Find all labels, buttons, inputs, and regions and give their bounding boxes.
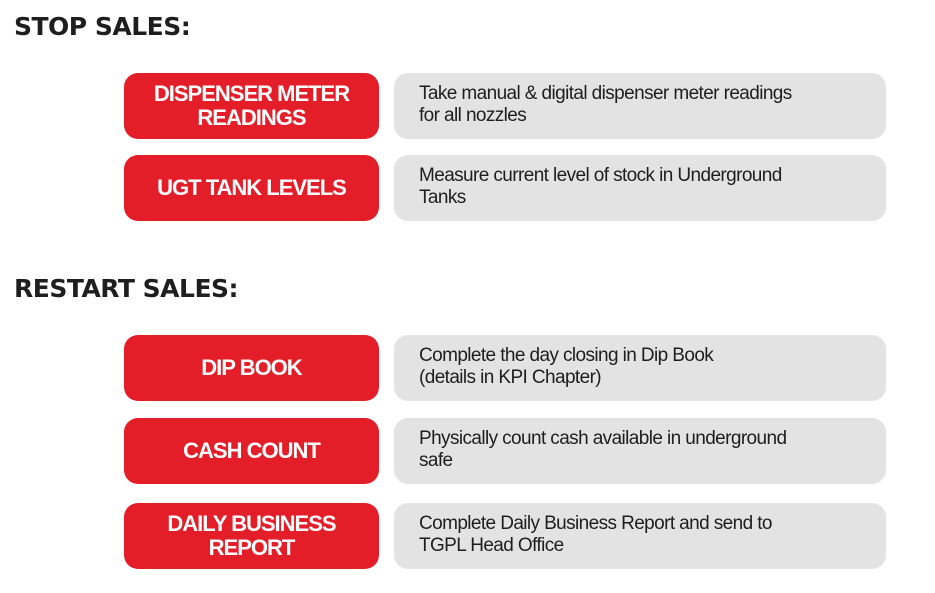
step-description: Complete Daily Business Report and send …	[394, 503, 886, 569]
step-description: Measure current level of stock in Underg…	[394, 155, 886, 221]
step-dispenser-meter-readings: DISPENSER METER READINGS Take manual & d…	[124, 73, 886, 139]
restart-sales-heading: RESTART SALES:	[14, 274, 239, 303]
step-cash-count: CASH COUNT Physically count cash availab…	[124, 418, 886, 484]
step-description: Physically count cash available in under…	[394, 418, 886, 484]
step-dip-book: DIP BOOK Complete the day closing in Dip…	[124, 335, 886, 401]
step-label: DIP BOOK	[124, 335, 379, 401]
stop-sales-heading: STOP SALES:	[14, 12, 191, 41]
step-description: Complete the day closing in Dip Book (de…	[394, 335, 886, 401]
step-ugt-tank-levels: UGT TANK LEVELS Measure current level of…	[124, 155, 886, 221]
step-daily-business-report: DAILY BUSINESS REPORT Complete Daily Bus…	[124, 503, 886, 569]
step-label: CASH COUNT	[124, 418, 379, 484]
step-label: UGT TANK LEVELS	[124, 155, 379, 221]
step-description: Take manual & digital dispenser meter re…	[394, 73, 886, 139]
step-label: DISPENSER METER READINGS	[124, 73, 379, 139]
step-label: DAILY BUSINESS REPORT	[124, 503, 379, 569]
